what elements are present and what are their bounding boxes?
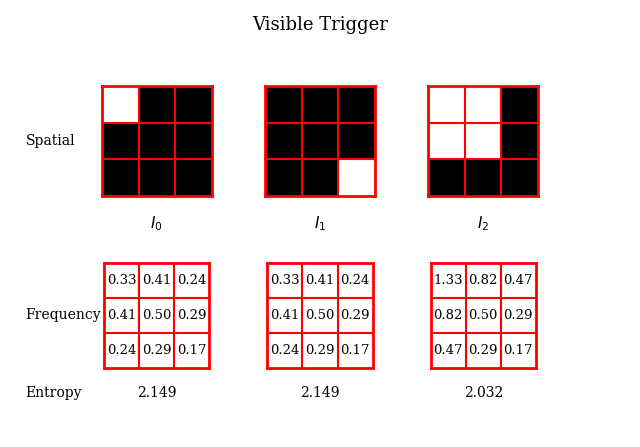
Text: 0.17: 0.17: [177, 344, 207, 357]
Bar: [428, 86, 465, 122]
Bar: [301, 159, 339, 196]
Bar: [175, 86, 212, 122]
Text: 0.29: 0.29: [468, 344, 498, 357]
Text: 2.149: 2.149: [137, 386, 177, 401]
Text: 0.33: 0.33: [270, 274, 300, 287]
Bar: [265, 86, 301, 122]
Bar: [465, 122, 502, 159]
Text: 0.41: 0.41: [142, 274, 172, 287]
Text: 0.41: 0.41: [270, 308, 300, 322]
Text: 0.50: 0.50: [142, 308, 172, 322]
Text: 0.47: 0.47: [504, 274, 533, 287]
Text: 1.33: 1.33: [433, 274, 463, 287]
Bar: [339, 86, 375, 122]
Text: Visible Trigger: Visible Trigger: [252, 16, 388, 34]
Bar: [465, 159, 502, 196]
Bar: [265, 122, 301, 159]
Text: 0.24: 0.24: [177, 274, 207, 287]
Bar: [339, 122, 375, 159]
Bar: [428, 122, 465, 159]
Bar: [502, 159, 538, 196]
Text: 0.33: 0.33: [107, 274, 136, 287]
Bar: [175, 159, 212, 196]
Text: 0.17: 0.17: [340, 344, 370, 357]
Bar: [138, 86, 175, 122]
Bar: [428, 159, 465, 196]
Bar: [175, 122, 212, 159]
Text: 0.17: 0.17: [504, 344, 533, 357]
Text: 0.29: 0.29: [504, 308, 533, 322]
Text: 0.29: 0.29: [142, 344, 172, 357]
Text: 2.149: 2.149: [300, 386, 340, 401]
Bar: [102, 86, 138, 122]
Text: 2.032: 2.032: [463, 386, 503, 401]
Bar: [339, 159, 375, 196]
Text: $I_1$: $I_1$: [314, 215, 326, 233]
Text: 0.50: 0.50: [468, 308, 498, 322]
Text: 0.82: 0.82: [433, 308, 463, 322]
Text: 0.47: 0.47: [433, 344, 463, 357]
Text: 0.24: 0.24: [270, 344, 300, 357]
Text: 0.41: 0.41: [305, 274, 335, 287]
Bar: [102, 122, 138, 159]
Text: Spatial: Spatial: [26, 134, 76, 148]
Bar: [465, 86, 502, 122]
Text: 0.24: 0.24: [340, 274, 370, 287]
Bar: [301, 122, 339, 159]
Text: $I_0$: $I_0$: [150, 215, 163, 233]
Text: 0.29: 0.29: [340, 308, 370, 322]
Bar: [138, 159, 175, 196]
Bar: [265, 159, 301, 196]
Text: 0.29: 0.29: [305, 344, 335, 357]
Text: Frequency: Frequency: [26, 308, 101, 322]
Text: Entropy: Entropy: [26, 386, 82, 401]
Text: 0.82: 0.82: [468, 274, 498, 287]
Bar: [138, 122, 175, 159]
Text: 0.24: 0.24: [107, 344, 136, 357]
Text: $I_2$: $I_2$: [477, 215, 490, 233]
Bar: [102, 159, 138, 196]
Text: 0.50: 0.50: [305, 308, 335, 322]
Bar: [502, 122, 538, 159]
Bar: [301, 86, 339, 122]
Text: 0.29: 0.29: [177, 308, 207, 322]
Bar: [502, 86, 538, 122]
Text: 0.41: 0.41: [107, 308, 136, 322]
